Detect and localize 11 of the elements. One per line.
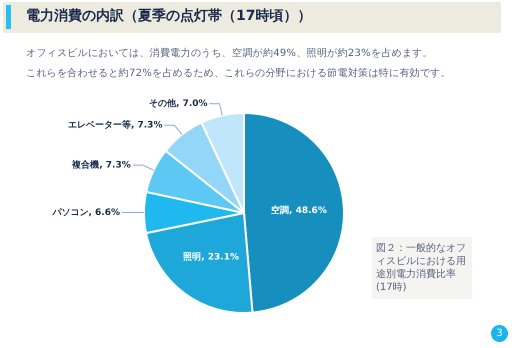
- text: これらを合わせると約72%を占めるため、これらの分野における節電対策は特に有効です。: [26, 68, 451, 79]
- slice-label: 複合機, 7.3%: [71, 159, 131, 170]
- caption: 図２：一般的なオフィスビルにおける用途別電力消費比率(17時): [372, 237, 472, 299]
- slice-label: エレベーター等, 7.3%: [68, 120, 162, 131]
- chart-subtitle: オフィスビルにおいては、消費電力のうち、空調が約49%、照明が約23%を占めます。: [26, 48, 433, 59]
- slice-label: 空調, 48.6%: [271, 205, 327, 216]
- slice-label: その他, 7.0%: [149, 98, 208, 110]
- slice-label: パソコン, 6.6%: [51, 208, 120, 218]
- slice-label: 照明, 23.1%: [183, 251, 239, 262]
- chart-title: 電力消費の内訳（夏季の点灯帯（17時頃））: [26, 7, 312, 25]
- text: 3: [491, 325, 508, 342]
